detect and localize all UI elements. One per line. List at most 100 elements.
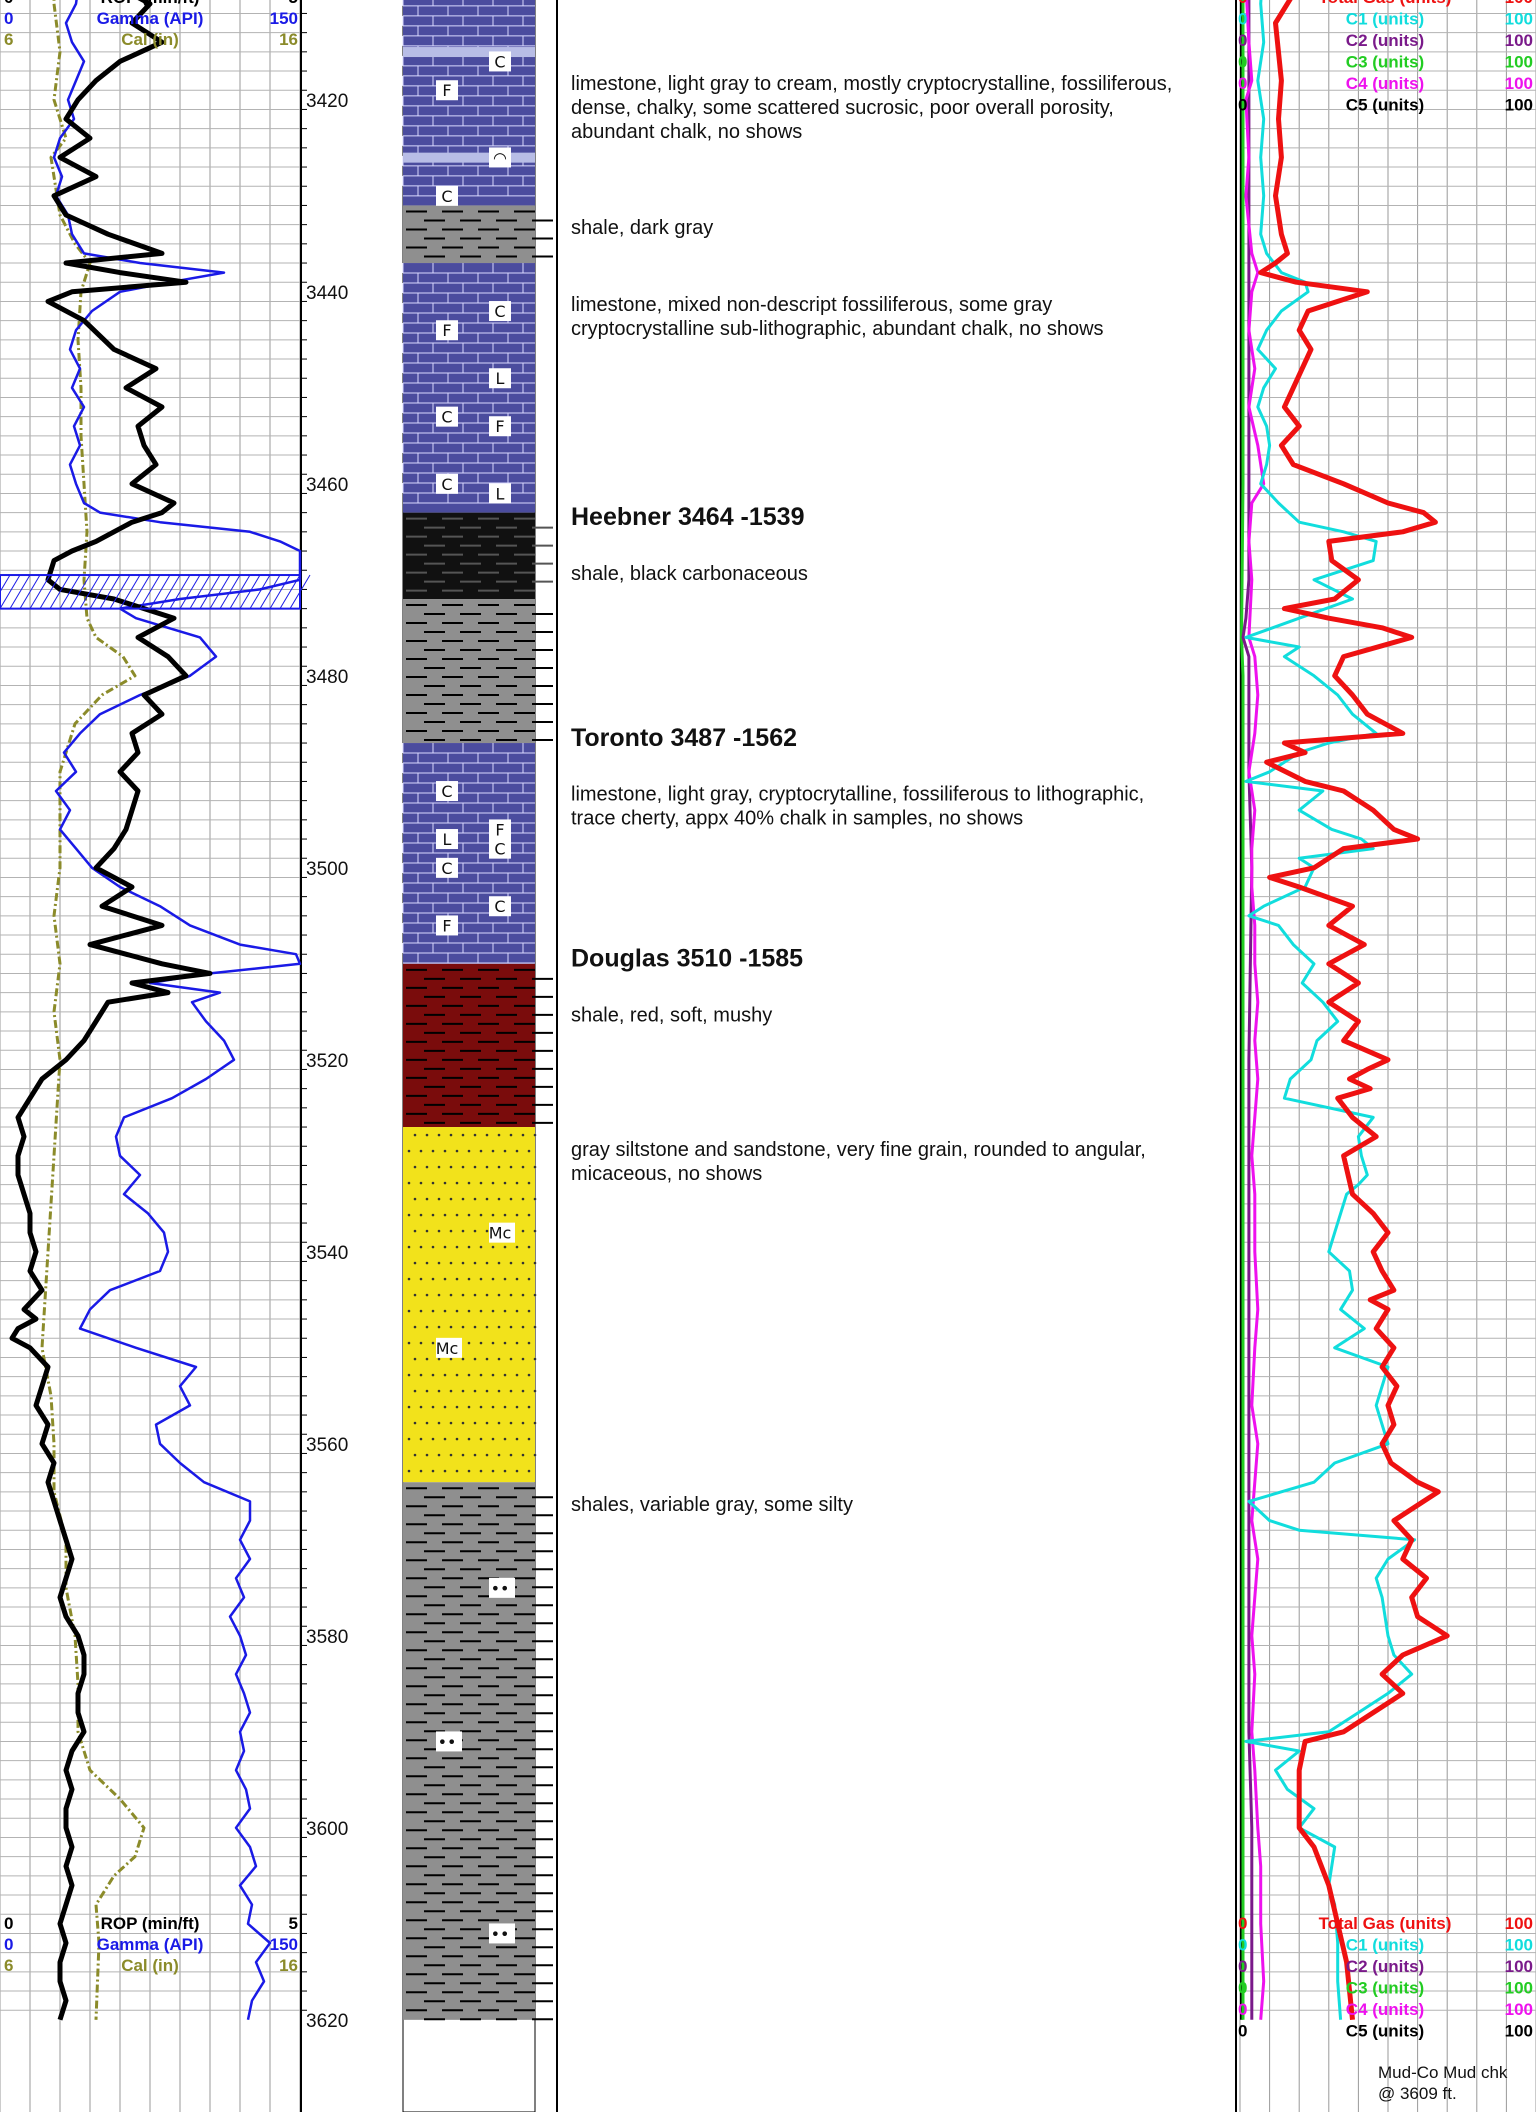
sand-dot [497,1325,501,1329]
lith-symbol-text: L [443,830,452,849]
hatch-line [139,574,161,609]
depth-label: 3440 [306,283,348,304]
scale-max: 100 [1505,53,1533,72]
sand-dot [485,1421,489,1425]
sand-dot [509,1325,513,1329]
hatch-line [249,574,271,609]
sand-dot [413,1325,417,1329]
scale-max: 100 [1505,2000,1533,2019]
sand-dot [425,1357,429,1361]
scale-max: 100 [1505,74,1533,93]
sand-dot [407,1469,411,1473]
lith-symbol-text: F [495,820,504,839]
description-text: shale, black carbonaceous [571,563,808,585]
scale-name: Cal (in) [121,1956,179,1975]
sand-dot [455,1469,459,1473]
sand-dot [413,1357,417,1361]
sand-dot [413,1293,417,1297]
scale-min: 0 [1238,2000,1247,2019]
depth-label: 3480 [306,667,348,688]
sand-dot [467,1181,471,1185]
lith-symbol-box [489,1577,515,1598]
scale-min: 0 [4,1914,13,1933]
lith-band [403,47,535,58]
sand-dot [503,1341,507,1345]
sand-dot [461,1421,465,1425]
depth-label: 3620 [306,2011,348,2032]
sand-dot [533,1421,537,1425]
note-text: Mud-Co Mud chk [1378,2063,1508,2082]
sand-dot [503,1181,507,1185]
sand-dot [491,1373,495,1377]
lith-symbol-text: C [441,782,452,801]
sand-dot [431,1213,435,1217]
sand-dot [419,1181,423,1185]
description-text: trace cherty, appx 40% chalk in samples,… [571,808,1023,830]
sand-dot [467,1373,471,1377]
sand-dot [455,1181,459,1185]
sand-dot [521,1133,525,1137]
lith-symbol-text: L [496,484,505,503]
lith-symbol-text: L [496,369,505,388]
sand-dot [419,1373,423,1377]
sand-dot [509,1293,513,1297]
lith-symbol-box [489,301,511,322]
sand-dot [431,1437,435,1441]
sand-dot [407,1341,411,1345]
sand-dot [497,1261,501,1265]
lith-symbol: C [436,473,458,494]
scale-max: 100 [1505,1914,1533,1933]
sand-dot [521,1421,525,1425]
sand-dot [425,1165,429,1169]
sand-dot [503,1469,507,1473]
sand-dot [503,1245,507,1249]
sand-dot [425,1325,429,1329]
sand-dot [485,1357,489,1361]
sand-dot [485,1133,489,1137]
sand-dot [449,1197,453,1201]
sand-dot [449,1389,453,1393]
sand-dot [419,1309,423,1313]
sand-dot [497,1293,501,1297]
sand-dot [533,1293,537,1297]
sand-dot [461,1197,465,1201]
sand-dot [497,1357,501,1361]
sand-dot [443,1309,447,1313]
sand-dot [431,1181,435,1185]
scale-max: 100 [1505,31,1533,50]
sand-dot [467,1149,471,1153]
sand-dot [527,1437,531,1441]
hatch-line [179,574,201,609]
left-track-header: 0 ROP (min/ft) 5 0 Gamma (API) 150 6 Cal (in) 16 [4,1914,298,1975]
sand-dot [491,1437,495,1441]
lith-symbol-text: F [495,417,504,436]
lith-symbol: Mc [489,1222,515,1243]
sand-dot [473,1229,477,1233]
track-headers: 0 ROP (min/ft) 5 0 Gamma (API) 150 6 Cal (in) 16… [4,0,1533,2041]
sand-dot [467,1405,471,1409]
sand-dot [521,1197,525,1201]
hatch-line [69,574,91,609]
hatch-line [0,574,21,609]
scale-min: 0 [1238,53,1247,72]
lith-symbol: F [489,819,511,840]
sand-dot [455,1213,459,1217]
sand-dot [449,1453,453,1457]
sand-dot [425,1261,429,1265]
scale-min: 0 [4,9,13,28]
hatch-line [289,574,311,609]
scale-max: 100 [1505,1979,1533,1998]
lith-symbol-box [436,1337,462,1358]
sand-dot [443,1437,447,1441]
scale-min: 6 [4,30,13,49]
scale-min: 0 [1238,74,1247,93]
sand-dot [449,1325,453,1329]
lith-symbol-box [436,915,458,936]
sand-dot [479,1245,483,1249]
sand-dot [491,1149,495,1153]
depth-label: 3420 [306,91,348,112]
sand-dot [473,1325,477,1329]
sand-dot [521,1357,525,1361]
sand-dot [437,1197,441,1201]
hatch-line [209,574,231,609]
